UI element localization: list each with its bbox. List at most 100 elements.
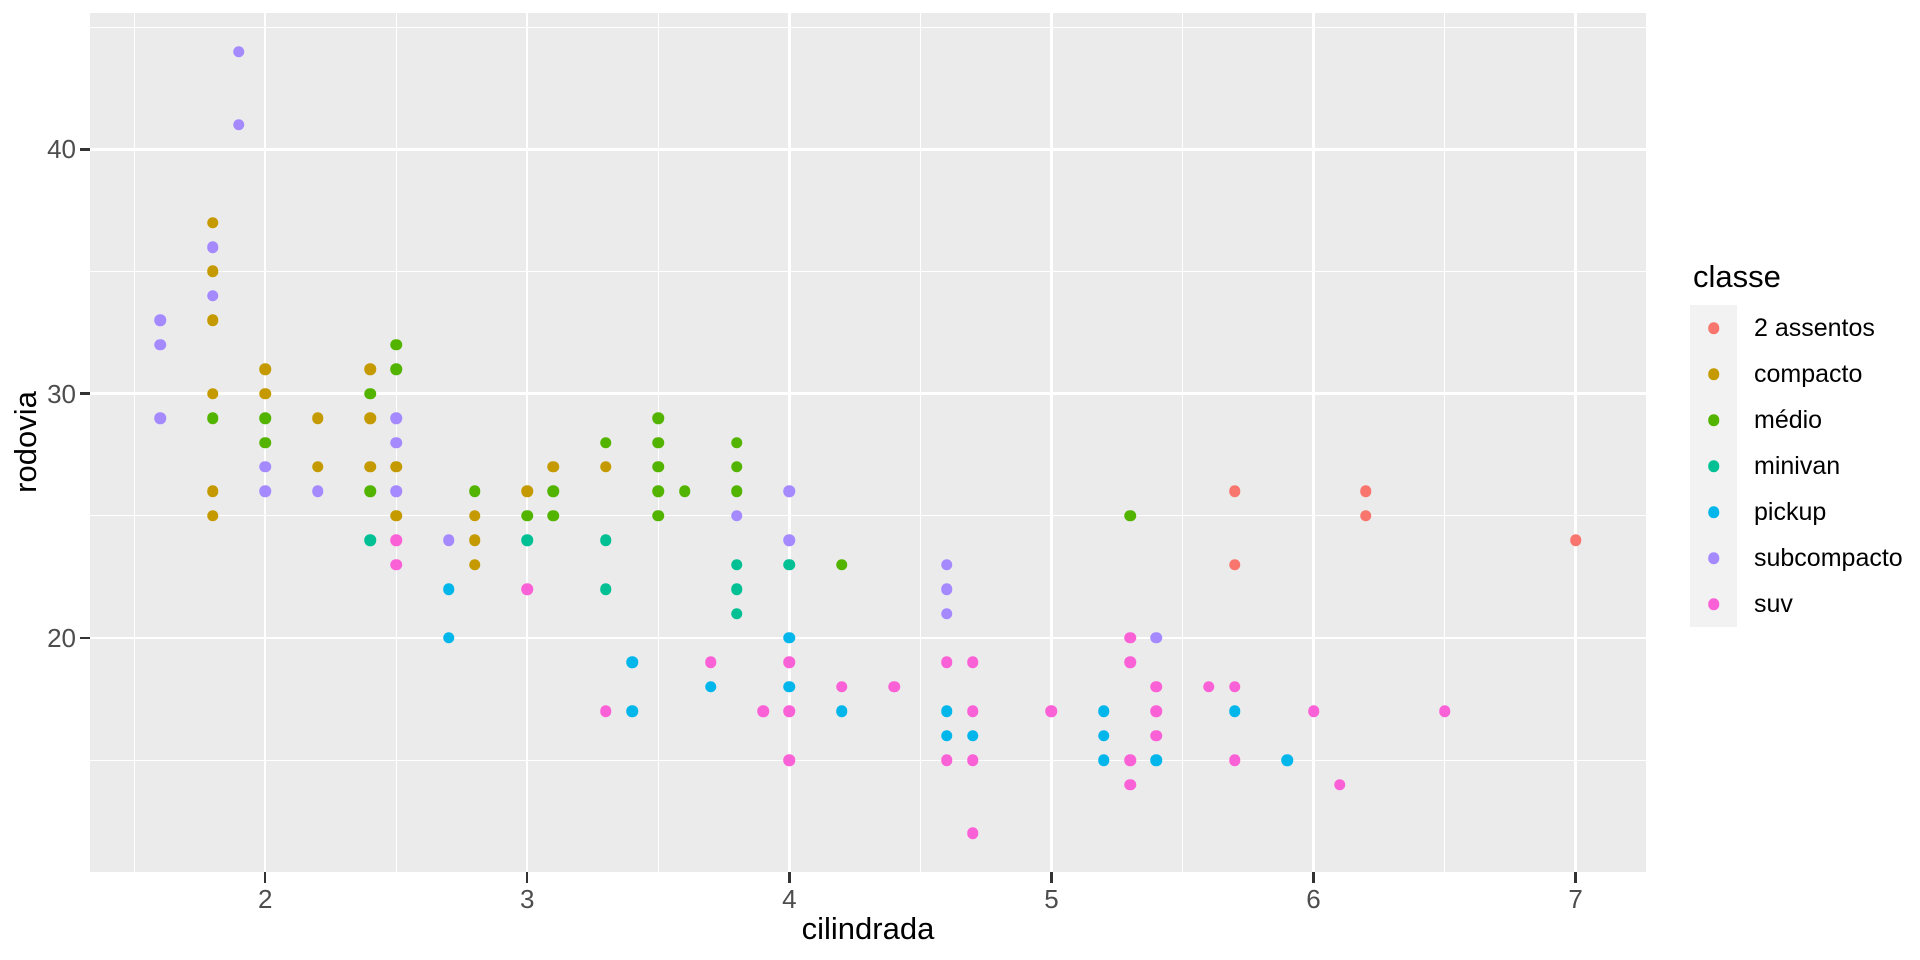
gridline-minor-vertical <box>1443 13 1446 872</box>
legend: classe 2 assentos compacto médio minivan pic… <box>1690 258 1903 627</box>
legend-key <box>1690 581 1737 627</box>
legend-item-compacto: compacto <box>1690 351 1903 397</box>
data-point-pickup <box>1150 754 1163 766</box>
data-point-suv <box>757 705 769 717</box>
legend-key-dot <box>1707 322 1720 334</box>
data-point-suv <box>1229 681 1241 693</box>
data-point-suv <box>940 656 953 669</box>
data-point-compacto <box>390 461 402 473</box>
x-tick-label: 5 <box>1044 884 1059 914</box>
legend-key-dot <box>1707 598 1720 610</box>
data-point-subcompacto <box>154 314 167 327</box>
data-point-subcompacto <box>940 583 953 595</box>
data-point-médio <box>836 558 848 571</box>
data-point-subcompacto <box>783 485 796 498</box>
data-point-2-assentos <box>1569 534 1582 546</box>
gridline-minor-horizontal <box>90 759 1646 761</box>
gridline-minor-horizontal <box>90 26 1646 28</box>
data-point-suv <box>600 705 612 717</box>
data-point-médio <box>207 412 219 424</box>
data-point-pickup <box>626 656 638 669</box>
data-point-suv <box>967 705 979 717</box>
legend-item-2-assentos: 2 assentos <box>1690 305 1903 351</box>
legend-key <box>1690 443 1737 489</box>
data-point-subcompacto <box>390 485 402 498</box>
data-point-compacto <box>469 558 481 571</box>
data-point-suv <box>390 558 402 571</box>
data-point-suv <box>1124 656 1136 669</box>
data-point-pickup <box>783 632 796 644</box>
data-point-suv <box>967 754 979 766</box>
data-point-minivan <box>783 558 796 571</box>
data-point-médio <box>469 485 481 498</box>
data-point-compacto <box>259 387 271 400</box>
data-point-compacto <box>311 461 324 473</box>
data-point-suv <box>836 681 848 693</box>
data-point-2-assentos <box>1360 485 1372 498</box>
legend-key <box>1690 535 1737 581</box>
legend-item-suv: suv <box>1690 581 1903 627</box>
y-tick-label: 30 <box>47 378 76 409</box>
gridline-minor-vertical <box>133 13 135 872</box>
data-point-pickup <box>783 681 796 693</box>
x-tick-mark <box>526 872 529 883</box>
legend-item-pickup: pickup <box>1690 489 1903 535</box>
data-point-compacto <box>207 510 219 522</box>
data-point-compacto <box>547 461 560 473</box>
gridline-major-horizontal <box>90 636 1646 640</box>
data-point-médio <box>521 510 534 522</box>
data-point-compacto <box>364 363 376 375</box>
data-point-suv <box>704 656 717 669</box>
data-point-médio <box>259 412 271 424</box>
data-point-compacto <box>207 314 219 327</box>
gridline-minor-vertical <box>1181 13 1184 872</box>
data-point-subcompacto <box>259 461 271 473</box>
data-point-pickup <box>940 705 953 717</box>
x-tick-mark <box>1050 872 1053 883</box>
gridline-minor-horizontal <box>90 270 1646 273</box>
data-point-suv <box>390 534 402 546</box>
x-tick-label: 7 <box>1568 884 1583 914</box>
data-point-suv <box>783 754 796 766</box>
x-axis-title: cilindrada <box>801 911 935 946</box>
data-point-médio <box>390 339 402 351</box>
data-point-subcompacto <box>940 558 953 571</box>
data-point-suv <box>1150 681 1163 693</box>
gridline-minor-vertical <box>919 13 921 872</box>
data-point-suv <box>1307 705 1320 717</box>
data-point-compacto <box>311 412 324 424</box>
data-point-suv <box>1045 705 1058 717</box>
data-point-pickup <box>967 729 979 742</box>
data-point-médio <box>547 485 560 498</box>
data-point-pickup <box>940 729 953 742</box>
legend-label: minivan <box>1754 451 1841 480</box>
data-point-minivan <box>731 583 743 595</box>
data-point-compacto <box>469 534 481 546</box>
data-point-médio <box>547 510 560 522</box>
data-point-minivan <box>600 583 612 595</box>
data-point-minivan <box>521 534 534 546</box>
data-point-suv <box>1124 632 1136 644</box>
data-point-subcompacto <box>154 339 167 351</box>
data-point-compacto <box>207 485 219 498</box>
data-point-médio <box>259 436 271 449</box>
data-point-subcompacto <box>311 485 324 498</box>
data-point-médio <box>652 510 665 522</box>
data-point-médio <box>364 387 376 400</box>
data-point-suv <box>888 681 900 693</box>
x-tick-mark <box>264 872 267 883</box>
legend-key-dot <box>1707 414 1720 426</box>
data-point-médio <box>652 461 665 473</box>
data-point-suv <box>1150 705 1163 717</box>
data-point-suv <box>1124 754 1136 766</box>
data-point-médio <box>390 363 402 375</box>
data-point-subcompacto <box>390 436 402 449</box>
legend-key-dot <box>1707 506 1720 518</box>
data-point-2-assentos <box>1229 485 1241 498</box>
data-point-compacto <box>364 461 376 473</box>
data-point-subcompacto <box>233 45 245 58</box>
y-tick-mark <box>80 392 90 395</box>
data-point-pickup <box>442 632 455 644</box>
data-point-compacto <box>207 216 219 229</box>
